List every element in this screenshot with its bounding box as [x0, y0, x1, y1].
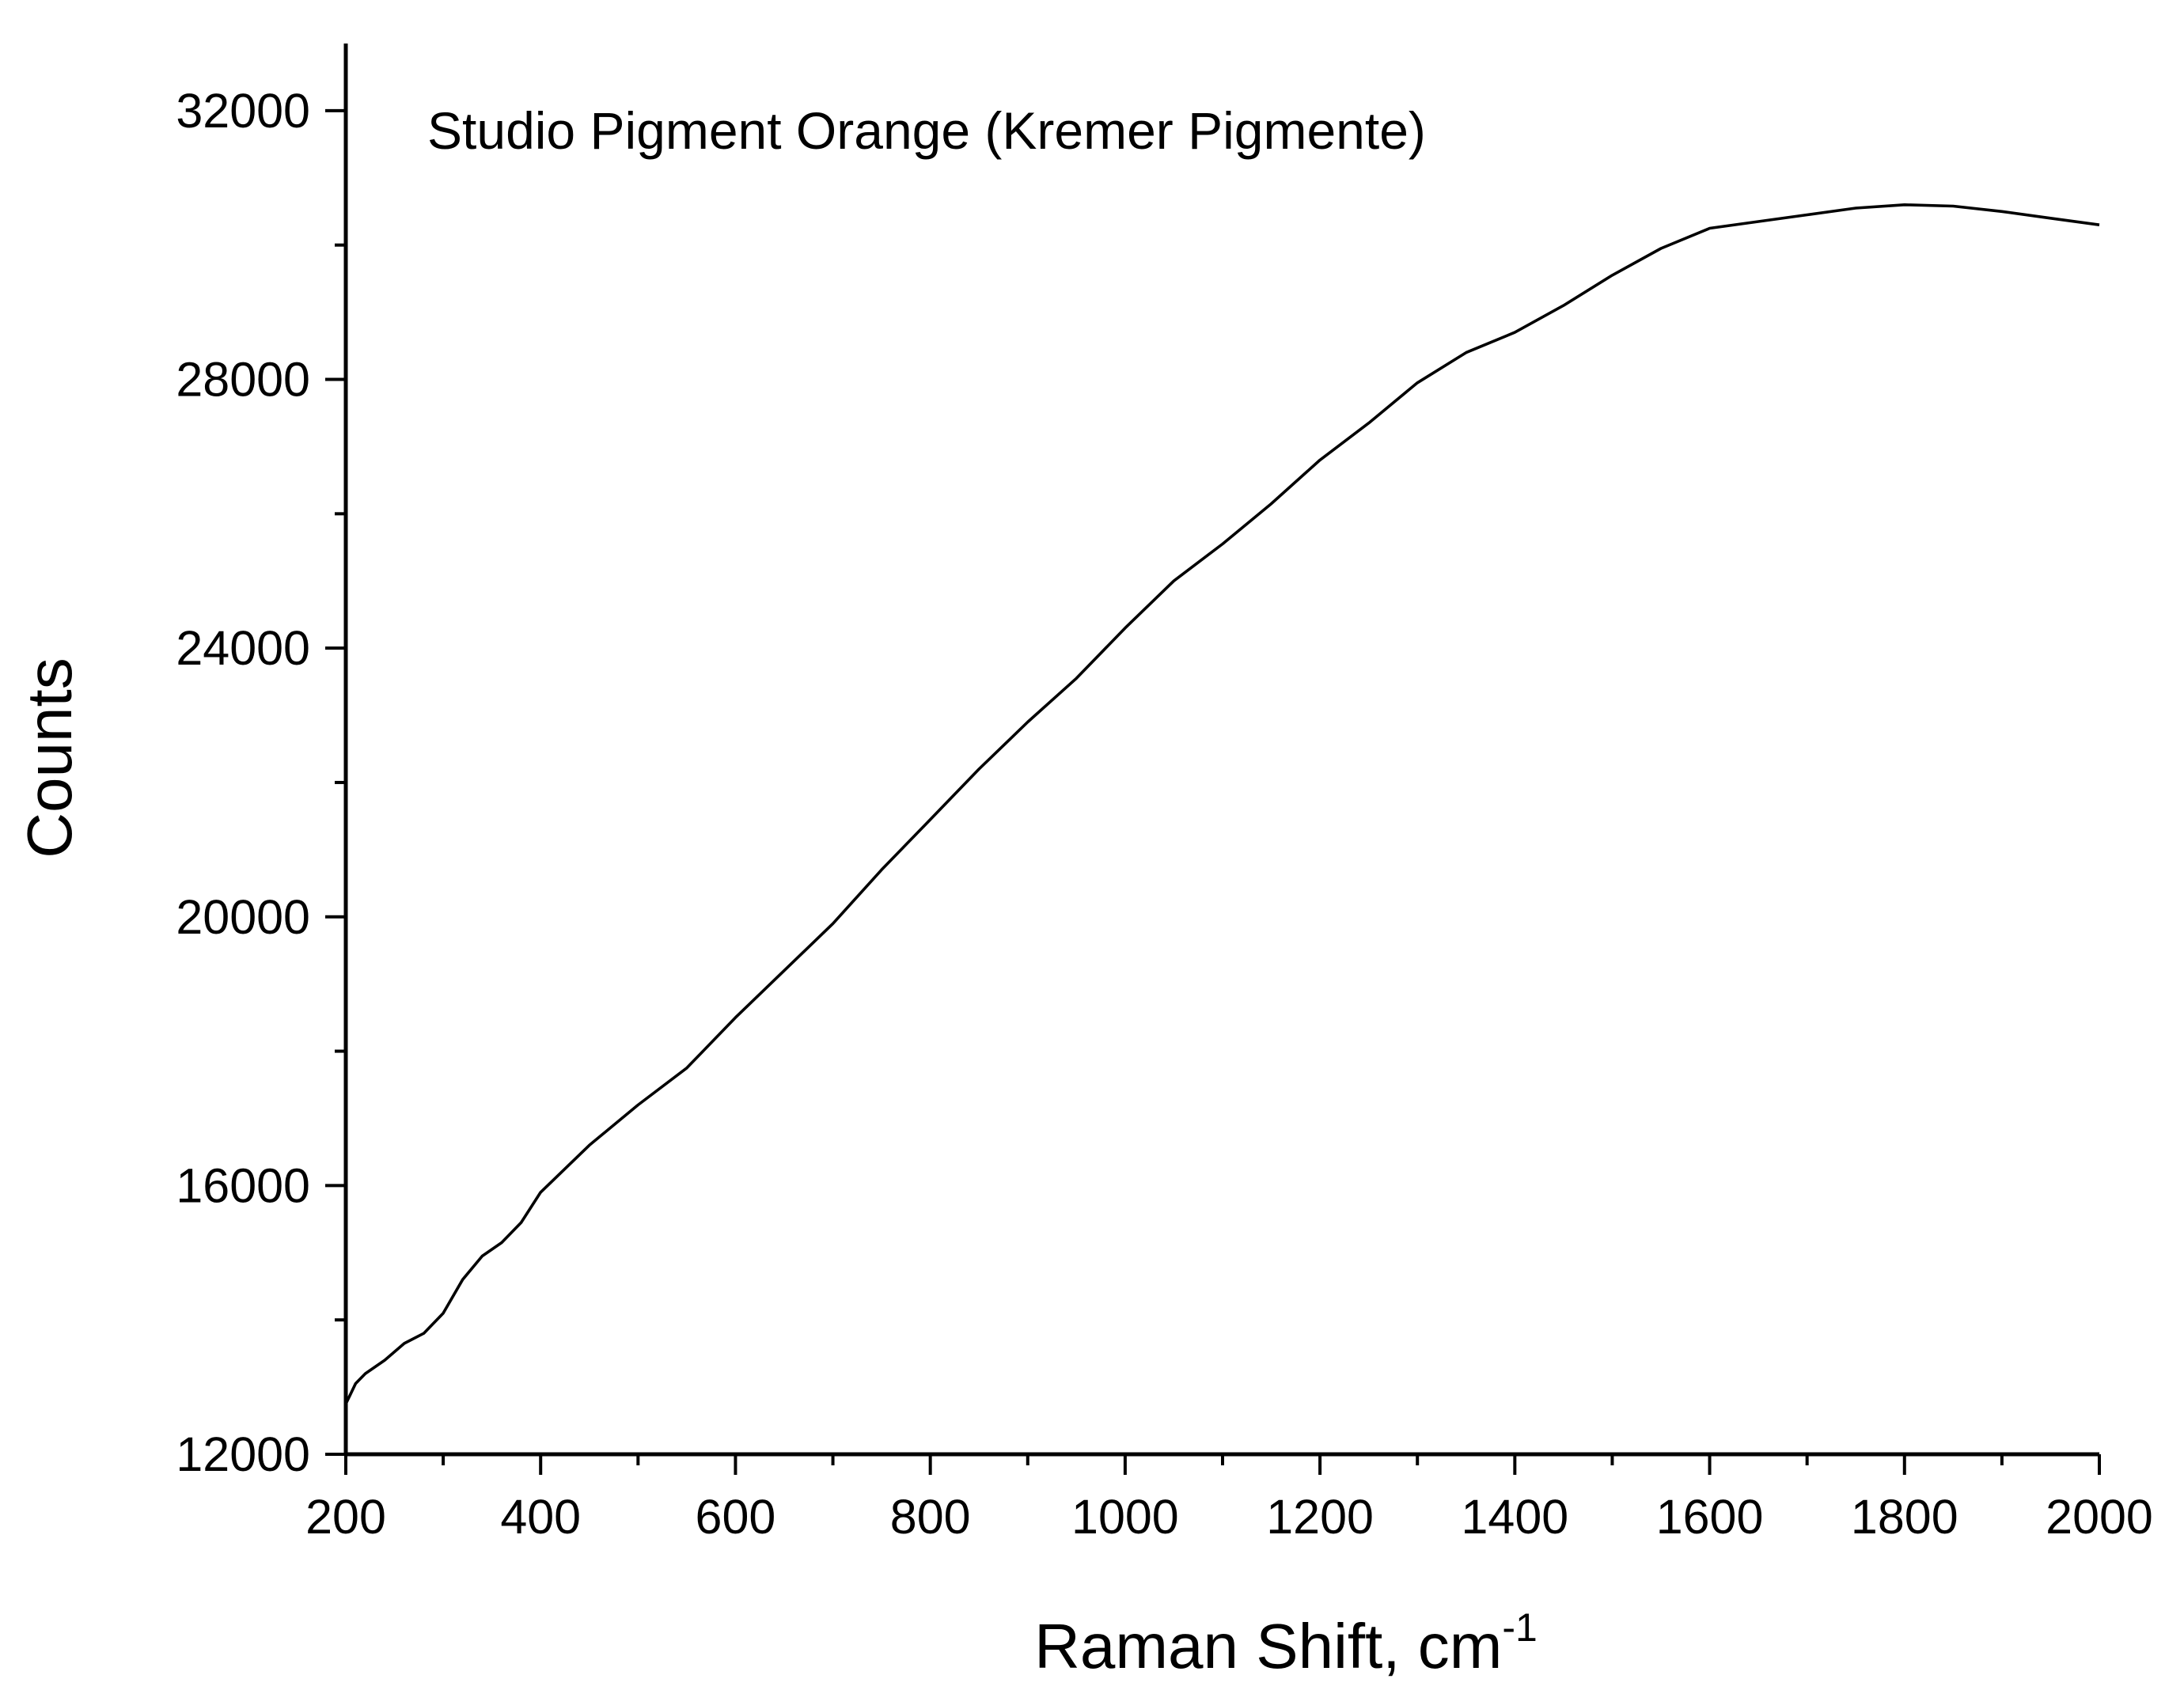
- y-tick-label: 20000: [176, 890, 310, 944]
- x-tick-label: 200: [305, 1490, 386, 1544]
- x-tick-label: 400: [500, 1490, 581, 1544]
- y-tick-label: 24000: [176, 621, 310, 675]
- x-tick-label: 1200: [1266, 1490, 1374, 1544]
- y-tick-label: 16000: [176, 1158, 310, 1212]
- x-tick-label: 800: [890, 1490, 971, 1544]
- x-tick-label: 2000: [2046, 1490, 2153, 1544]
- x-tick-label: 600: [696, 1490, 776, 1544]
- x-tick-label: 1800: [1851, 1490, 1958, 1544]
- series-line-spectrum: [344, 203, 2100, 1405]
- x-tick-label: 1000: [1071, 1490, 1179, 1544]
- x-tick-label: 1600: [1656, 1490, 1764, 1544]
- axis-tick-labels: 200 400 600 800 1000 1200 1400 1600 1800 2000 1200…: [176, 84, 2152, 1544]
- x-tick-label: 1400: [1461, 1490, 1568, 1544]
- chart-title: Studio Pigment Orange (Kremer Pigmente): [427, 101, 1426, 160]
- y-tick-label: 32000: [176, 84, 310, 138]
- x-axis-title: Raman Shift, cm-1: [1034, 1605, 1538, 1681]
- y-tick-label: 28000: [176, 353, 310, 407]
- y-tick-label: 12000: [176, 1427, 310, 1481]
- x-axis-title-superscript: -1: [1502, 1605, 1537, 1650]
- x-axis-title-text: Raman Shift, cm: [1034, 1611, 1502, 1681]
- y-axis-title: Counts: [14, 658, 85, 858]
